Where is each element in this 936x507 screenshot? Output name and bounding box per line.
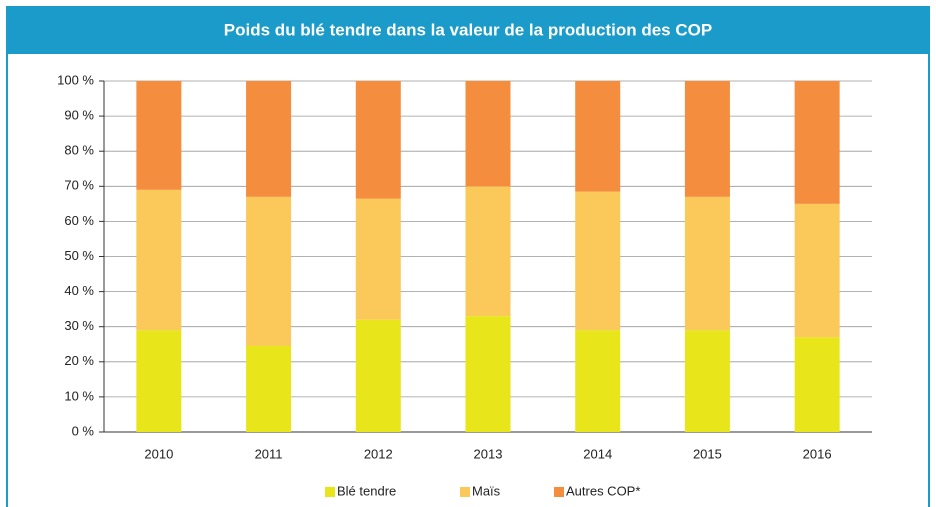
bar-segment	[246, 81, 292, 197]
bar-segment	[136, 330, 182, 432]
bar-segment	[575, 191, 621, 331]
x-tick-label: 2011	[255, 446, 283, 461]
y-tick-label: 20 %	[64, 353, 94, 368]
bar-segment	[465, 186, 511, 317]
legend-swatch	[325, 487, 335, 497]
x-tick-label: 2016	[803, 446, 832, 461]
x-tick-label: 2013	[474, 446, 503, 461]
bar-segment	[465, 316, 511, 432]
x-tick-label: 2010	[144, 446, 173, 461]
y-tick-label: 0 %	[72, 423, 95, 438]
legend-swatch	[460, 487, 470, 497]
bar-segment	[794, 203, 840, 338]
y-tick-label: 80 %	[64, 143, 94, 158]
bar-segment	[794, 337, 840, 432]
bar-segment	[355, 198, 401, 320]
bar-segment	[684, 81, 730, 197]
y-tick-label: 50 %	[64, 248, 94, 263]
bar-segment	[465, 81, 511, 187]
bar-segment	[136, 189, 182, 331]
chart-title: Poids du blé tendre dans la valeur de la…	[224, 20, 712, 39]
bar-segment	[794, 81, 840, 204]
legend-label: Autres COP*	[566, 483, 640, 498]
legend-label: Maïs	[472, 483, 501, 498]
bar-segment	[246, 196, 292, 347]
x-tick-label: 2014	[583, 446, 612, 461]
bar-segment	[575, 330, 621, 432]
y-tick-label: 70 %	[64, 178, 94, 193]
bar-segment	[684, 330, 730, 432]
x-tick-label: 2015	[693, 446, 722, 461]
x-tick-label: 2012	[364, 446, 393, 461]
title-band	[6, 6, 930, 54]
bar-segment	[136, 81, 182, 190]
legend-swatch	[554, 487, 564, 497]
bar-segment	[355, 81, 401, 199]
legend-label: Blé tendre	[337, 483, 396, 498]
bar-segment	[684, 196, 730, 331]
bar-segment	[246, 346, 292, 432]
y-tick-label: 60 %	[64, 213, 94, 228]
y-tick-label: 40 %	[64, 283, 94, 298]
y-tick-label: 30 %	[64, 318, 94, 333]
y-tick-label: 10 %	[64, 388, 94, 403]
y-tick-label: 100 %	[57, 72, 94, 87]
bar-segment	[355, 319, 401, 432]
y-tick-label: 90 %	[64, 108, 94, 123]
bar-segment	[575, 81, 621, 192]
